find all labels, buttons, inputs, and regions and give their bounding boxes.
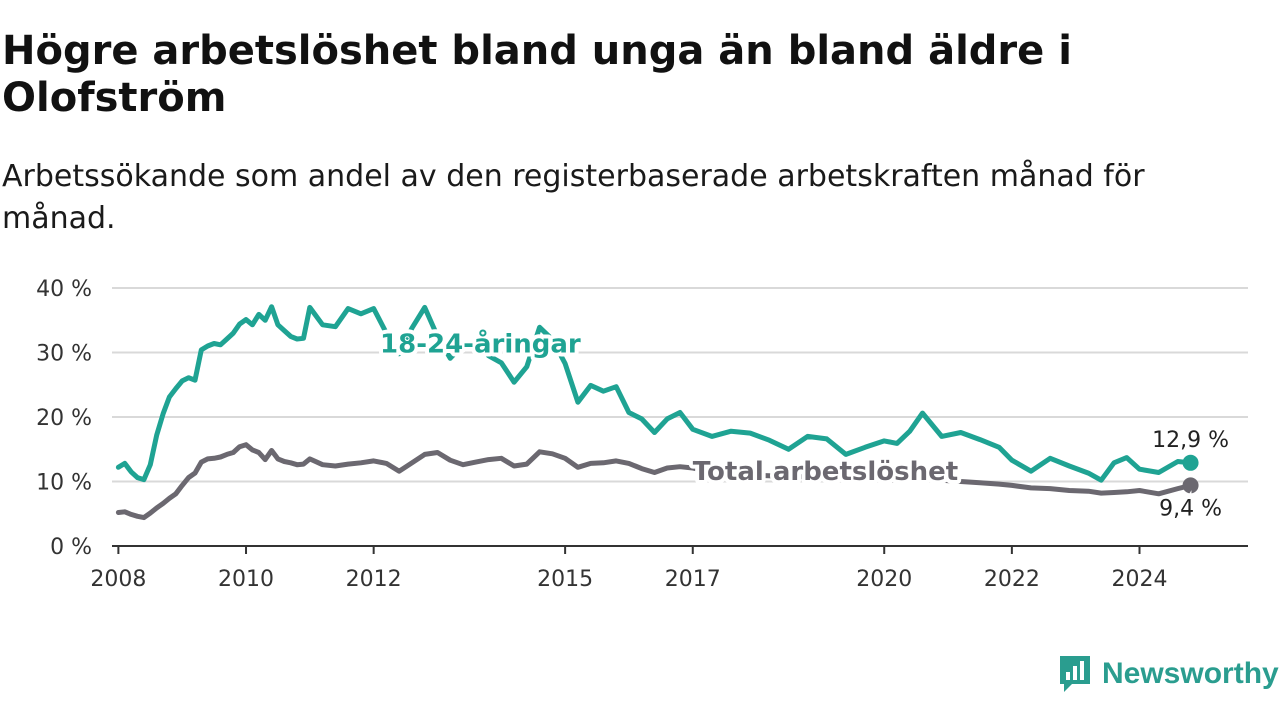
series-label-young: 18-24-åringar: [380, 328, 581, 360]
x-tick-label: 2024: [1112, 567, 1168, 592]
y-tick-label: 40 %: [36, 277, 92, 302]
x-tick-label: 2015: [537, 567, 593, 592]
x-tick-label: 2010: [218, 567, 274, 592]
line-young: [115, 304, 1194, 483]
y-tick-label: 0 %: [50, 535, 92, 560]
x-tick-label: 2017: [665, 567, 721, 592]
x-tick-label: 2022: [984, 567, 1040, 592]
end-point-total: [1182, 477, 1199, 494]
line-total: [115, 442, 1194, 521]
x-tick-label: 2012: [346, 567, 402, 592]
y-tick-label: 30 %: [36, 342, 92, 367]
newsworthy-logo-icon: [1060, 656, 1090, 692]
brand-name: Newsworthy: [1102, 657, 1279, 690]
end-label-young: 12,9 %: [1152, 428, 1229, 453]
brand-logo: Newsworthy: [1058, 654, 1279, 694]
x-tick-label: 2008: [90, 567, 146, 592]
y-tick-label: 10 %: [36, 471, 92, 496]
x-tick-label: 2020: [856, 567, 912, 592]
chart-title: Högre arbetslöshet bland unga än bland ä…: [2, 28, 1072, 121]
chart-subtitle: Arbetssökande som andel av den registerb…: [2, 159, 1145, 236]
end-point-young: [1182, 454, 1199, 471]
y-tick-label: 20 %: [36, 406, 92, 431]
end-label-total: 9,4 %: [1159, 496, 1222, 521]
series-label-total: Total arbetslöshet: [693, 457, 958, 487]
